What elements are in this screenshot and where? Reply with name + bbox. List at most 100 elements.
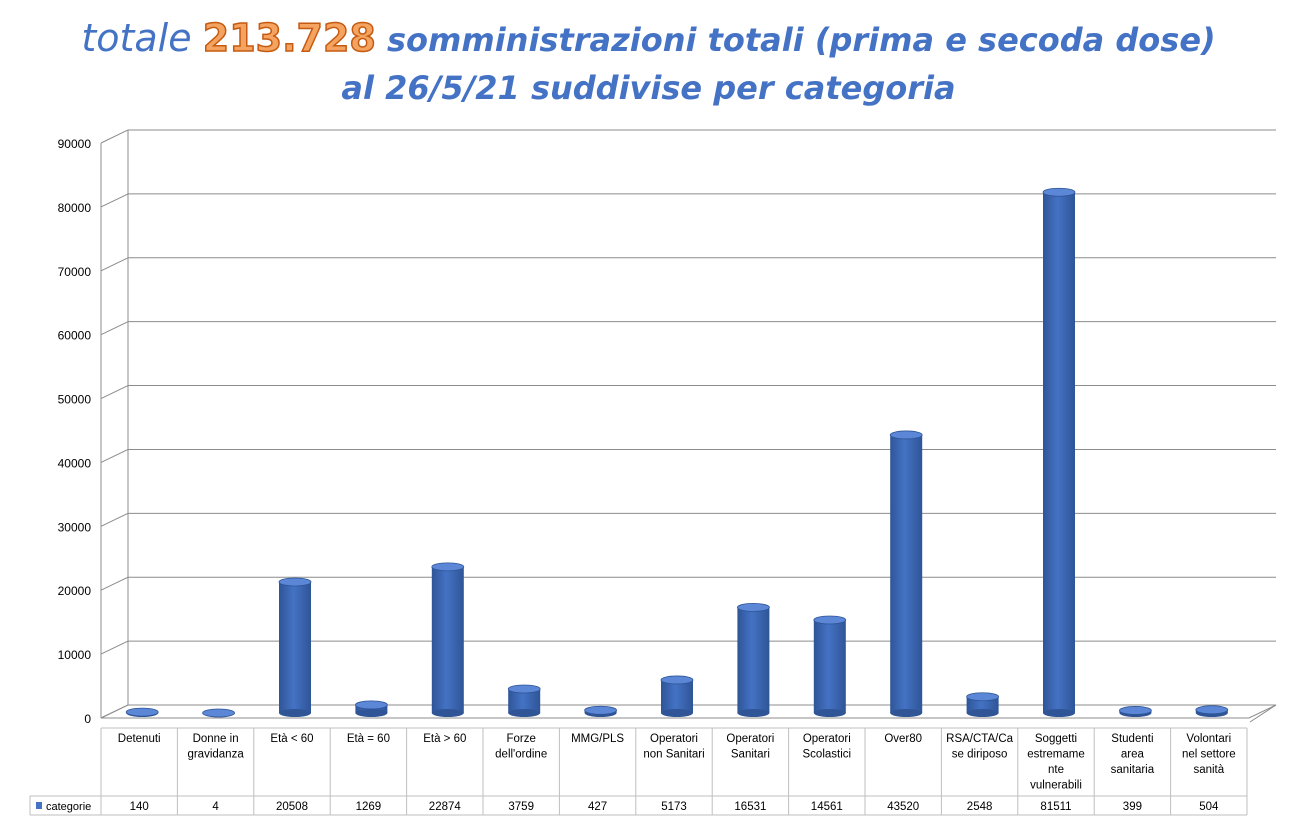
bar-4 (431, 562, 465, 717)
bar-7 (660, 675, 694, 717)
category-label: Soggetti estremame nte vulnerabili (1027, 733, 1085, 792)
bar-9 (813, 615, 847, 717)
value-label: 16531 (734, 801, 766, 813)
category-label: Forze dell'ordine (495, 733, 547, 761)
category-label: Età > 60 (423, 733, 466, 745)
bar-base (279, 709, 311, 717)
bar-body (813, 619, 846, 713)
bar-base (1043, 709, 1075, 717)
legend-key (36, 802, 42, 809)
bar-top (354, 700, 388, 710)
bar-top (278, 577, 312, 587)
bar-top (584, 705, 617, 715)
bar-body (431, 566, 464, 713)
bar-13 (1119, 706, 1152, 717)
bar-0 (125, 707, 159, 717)
y-tick-label: 70000 (58, 265, 92, 279)
bar-base (966, 709, 999, 717)
y-tick-label: 80000 (58, 201, 92, 215)
bar-base (661, 709, 693, 717)
bar-1 (202, 708, 236, 718)
bar-5 (507, 684, 541, 717)
bar-11 (966, 692, 999, 717)
bar-top (1119, 706, 1152, 715)
y-axis: 0 10000 20000 30000 40000 50000 60000 70000 8000… (58, 137, 92, 726)
bar-base (431, 709, 464, 717)
bar-top (966, 692, 999, 702)
category-label: Over80 (884, 733, 922, 745)
bar-12 (1042, 187, 1076, 717)
y-tick-label: 0 (84, 712, 91, 726)
category-label: Operatori Sanitari (726, 733, 774, 761)
value-label: 81511 (1040, 801, 1071, 813)
chart-title: totale 213.728 somministrazioni totali (… (0, 14, 1297, 112)
bar-base (508, 709, 541, 717)
y-tick-label: 60000 (58, 329, 92, 343)
bar-top (202, 708, 236, 718)
value-label: 3759 (508, 801, 534, 813)
category-label: Donne in gravidanza (187, 733, 244, 761)
category-label: MMG/PLS (571, 733, 624, 745)
gridline-side (100, 193, 129, 208)
bar-base (890, 709, 923, 717)
bar-10 (889, 430, 923, 717)
value-label: 399 (1123, 801, 1142, 813)
bar-body (1043, 192, 1075, 713)
gridline-side (100, 321, 129, 336)
bar-base (355, 709, 388, 717)
y-tick-label: 10000 (58, 648, 92, 662)
value-label: 14561 (811, 801, 843, 813)
category-label: Operatori Scolastici (803, 733, 852, 761)
category-label: RSA/CTA/Ca se diriposo (946, 733, 1013, 761)
y-tick-label: 90000 (58, 137, 92, 151)
bars (125, 187, 1229, 718)
bar-top (813, 615, 847, 625)
category-label: Operatori non Sanitari (643, 733, 704, 761)
gridline-side (100, 129, 129, 144)
bar-top (737, 602, 770, 612)
bar-top (507, 684, 541, 694)
value-label: 20508 (276, 801, 308, 813)
gridlines (100, 129, 1277, 723)
gridline-side (100, 257, 129, 272)
y-tick-label: 40000 (58, 456, 92, 470)
bar-top (889, 430, 923, 440)
value-label: 504 (1199, 801, 1219, 813)
value-label: 22874 (429, 801, 462, 813)
value-label: 5173 (661, 801, 687, 813)
bar-top (1195, 705, 1229, 715)
bar-body (661, 679, 693, 713)
y-tick-label: 50000 (58, 393, 92, 407)
bar-top (660, 675, 694, 685)
bar-body (890, 434, 923, 713)
value-label: 427 (588, 801, 607, 813)
value-label: 2548 (967, 801, 993, 813)
gridline-side (100, 512, 129, 527)
y-tick-label: 30000 (58, 520, 92, 534)
gridline-side (100, 576, 129, 591)
bar-6 (584, 705, 617, 717)
bar-top (125, 707, 159, 717)
bar-2 (278, 577, 312, 717)
bar-base (813, 709, 846, 717)
gridline-side (100, 640, 129, 655)
value-label: 4 (212, 801, 219, 813)
data-table: Detenuti 140 Donne in gravidanza 4 Età < 60 20… (29, 727, 1248, 816)
value-label: 1269 (356, 801, 382, 813)
legend-label: categorie (46, 801, 91, 813)
category-label: Detenuti (118, 733, 161, 745)
title-suffix: somministrazioni totali (prima e secoda … (386, 21, 1216, 59)
category-label: Età < 60 (270, 733, 313, 745)
bar-8 (737, 602, 770, 717)
bar-14 (1195, 705, 1229, 717)
title-line2: al 26/5/21 suddivise per categoria (341, 69, 956, 107)
title-total: 213.728 (202, 15, 377, 61)
gridline-side (100, 448, 129, 463)
category-label: Studenti area sanitaria (1111, 733, 1155, 776)
value-label: 43520 (887, 801, 919, 813)
title-prefix: totale (81, 16, 192, 60)
y-tick-label: 20000 (58, 584, 92, 598)
bar-3 (354, 700, 388, 717)
category-label: Età = 60 (347, 733, 390, 745)
